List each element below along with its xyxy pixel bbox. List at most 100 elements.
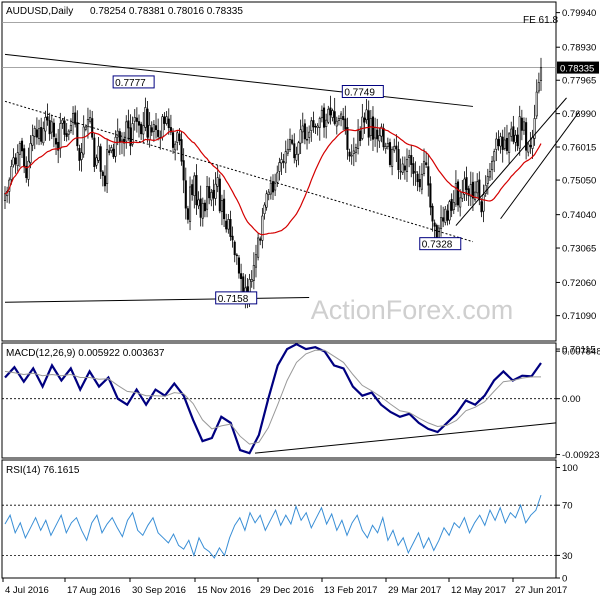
macd-signal-line (4, 349, 541, 445)
candle (20, 137, 24, 158)
candle (95, 154, 98, 169)
candle-body-bull (201, 203, 204, 219)
candle-body-bull (214, 183, 217, 199)
candle (539, 57, 543, 91)
macd-title: MACD(12,26,9) 0.005922 0.003637 (6, 348, 165, 359)
candle (210, 188, 213, 207)
x-tick-label: 12 May 2017 (451, 585, 506, 596)
candle-body-bear (431, 205, 434, 222)
macd-line (4, 342, 542, 455)
x-tick-label: 13 Feb 2017 (324, 585, 377, 596)
candle (18, 141, 21, 168)
price-y-tick-label: 0.74040 (562, 210, 596, 221)
candle (267, 188, 270, 201)
candle (93, 133, 96, 172)
macd-y-tick-label: -0.00923 (562, 450, 600, 461)
candle-body-bull (454, 183, 457, 205)
candle (531, 129, 534, 159)
candle-body-bull (174, 143, 177, 151)
candle (63, 116, 66, 141)
candle-body-bull (310, 120, 313, 131)
candle (357, 119, 360, 155)
candle (363, 112, 366, 134)
channel-lower-line (500, 111, 580, 220)
candle (174, 140, 177, 161)
x-tick-label: 29 Mar 2017 (388, 585, 441, 596)
candle-body-bull (37, 128, 41, 139)
chart-header-symbol: AUDUSD,Daily (6, 6, 73, 17)
candle-body-bull (535, 91, 538, 117)
candle (48, 112, 51, 141)
candle (497, 130, 500, 151)
candle (484, 175, 487, 197)
candle-body-bull (67, 130, 70, 135)
candle-body-bull (299, 129, 302, 144)
candle (505, 124, 509, 155)
candle (333, 97, 336, 126)
candle (418, 165, 421, 192)
candle (233, 240, 236, 263)
candle-body-bear (14, 157, 17, 165)
candle (380, 123, 383, 143)
candle-body-bull (420, 173, 423, 190)
candle-body-bear (425, 162, 428, 165)
candle-body-bull (189, 186, 192, 222)
candle (78, 144, 81, 171)
candle (308, 125, 311, 144)
macd-trendline (254, 422, 557, 454)
candle-body-bear (112, 148, 115, 158)
candle (278, 157, 281, 181)
candle-body-bear (191, 184, 194, 196)
candle-body-bear (429, 183, 432, 208)
candle (433, 219, 436, 238)
candle (189, 176, 192, 231)
candle-body-bull (493, 151, 496, 162)
candle-body-bear (382, 127, 385, 148)
candle-body-bull (316, 125, 319, 128)
candle-body-bear (323, 107, 326, 128)
candle (346, 117, 349, 160)
candle (50, 114, 53, 140)
candle-body-bear (186, 208, 189, 220)
candle-body-bull (269, 182, 272, 195)
candle (46, 103, 49, 126)
candle (501, 129, 504, 163)
candle-body-bull (327, 108, 330, 123)
candle-body-bear (154, 125, 158, 131)
candle-body-bull (274, 183, 277, 191)
candle (427, 154, 430, 197)
candle-body-bear (157, 129, 160, 137)
price-pane-frame (1, 1, 557, 342)
candle (127, 109, 130, 141)
candle-body-bear (76, 122, 79, 147)
candle-body-bear (135, 117, 138, 122)
candle (220, 194, 223, 226)
candle-body-bear (140, 123, 143, 135)
candle (452, 190, 455, 215)
macd-pane-frame (1, 342, 557, 459)
candle-body-bull (116, 130, 119, 138)
candle-body-bear (271, 181, 275, 193)
candle-body-bear (233, 241, 236, 256)
candle (393, 138, 396, 153)
candle (140, 121, 143, 140)
candle (327, 105, 330, 125)
candle (399, 158, 402, 180)
candle-body-bear (23, 148, 26, 167)
candle (495, 132, 498, 162)
candle (376, 118, 379, 153)
candle (86, 107, 89, 139)
channel-upper-line (455, 97, 567, 226)
dotted-trendline (4, 100, 474, 243)
price-y-tick-label: 0.75050 (562, 176, 596, 187)
candle (293, 133, 296, 164)
x-tick-label: 30 Sep 2016 (132, 585, 186, 596)
candle (284, 140, 287, 174)
candle-body-bull (216, 177, 219, 187)
candle-body-bull (491, 160, 494, 171)
candle-body-bull (144, 107, 147, 128)
candle (367, 100, 370, 146)
candle-body-bull (284, 151, 287, 164)
candle (80, 143, 83, 172)
candle (448, 199, 451, 225)
